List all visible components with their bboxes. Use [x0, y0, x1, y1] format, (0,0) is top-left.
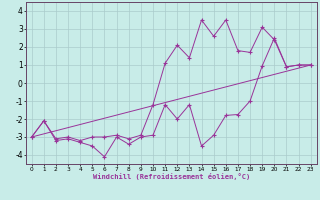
X-axis label: Windchill (Refroidissement éolien,°C): Windchill (Refroidissement éolien,°C)	[92, 173, 250, 180]
